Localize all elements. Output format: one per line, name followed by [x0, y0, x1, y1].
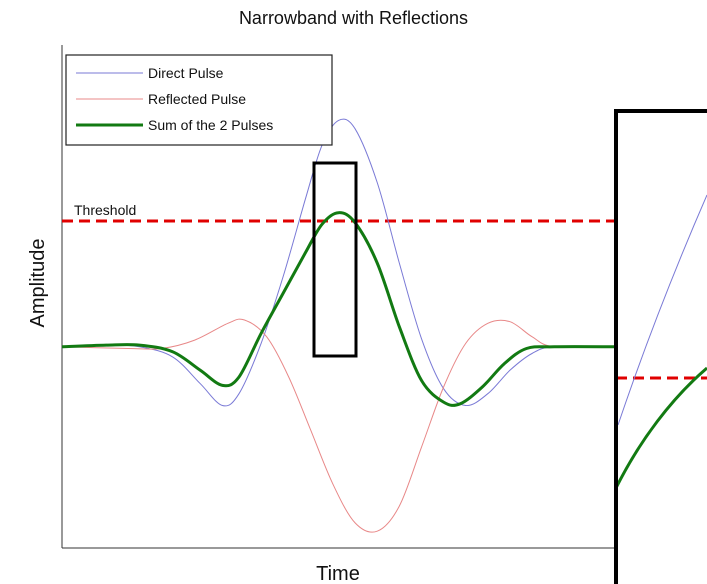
- sum-pulses-line: [61, 211, 616, 407]
- legend-label: Direct Pulse: [148, 65, 224, 81]
- zoom-inset-background: [616, 111, 707, 584]
- legend: Direct Pulse Reflected Pulse Sum of the 2 …: [65, 54, 333, 146]
- threshold-label: Threshold: [74, 202, 136, 218]
- legend-box: [65, 54, 333, 146]
- legend-label: Sum of the 2 Pulses: [148, 117, 273, 133]
- chart-title: Narrowband with Reflections: [238, 8, 469, 28]
- x-axis-label: Time: [316, 563, 360, 584]
- highlight-box: [312, 161, 358, 358]
- y-axis-label: Amplitude: [27, 239, 49, 328]
- zoom-inset: [616, 111, 707, 584]
- zoom-inset-border: [614, 109, 707, 584]
- direct-pulse-line: [61, 118, 616, 407]
- inset-sum-pulses-line: [616, 366, 707, 489]
- inset-direct-pulse-line: [617, 194, 707, 426]
- reflected-pulse-line: [61, 318, 616, 533]
- legend-label: Reflected Pulse: [148, 91, 246, 107]
- series-layer: [61, 118, 616, 533]
